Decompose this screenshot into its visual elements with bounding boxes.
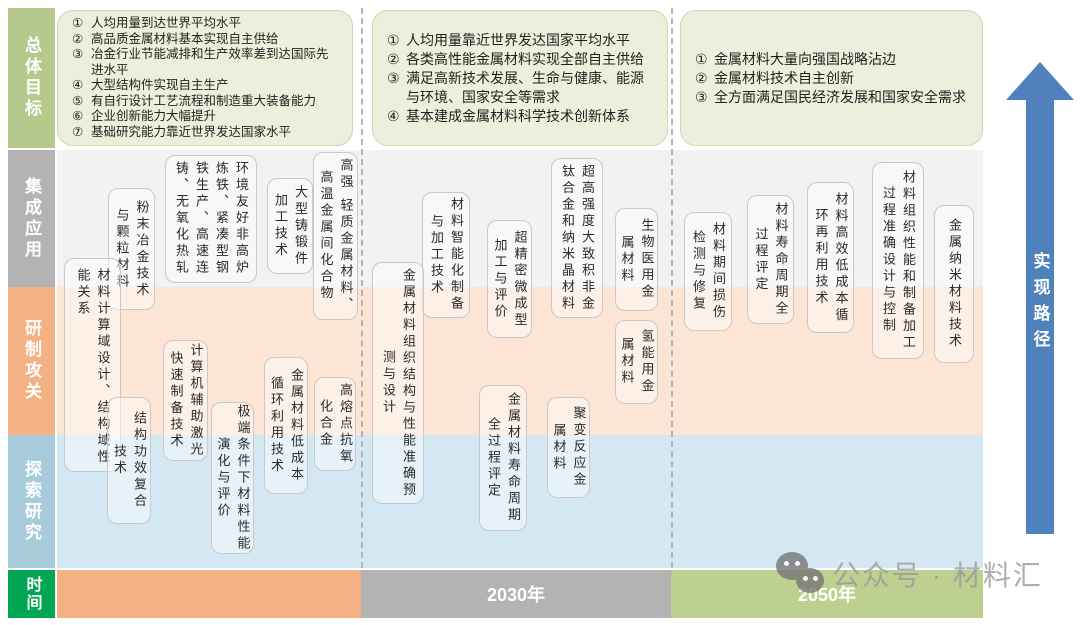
- goal-item: ① 金属材料大量向强国战略沾边: [695, 50, 896, 67]
- sidebar-label-integration: 集成应用: [22, 176, 41, 261]
- goal-box-period1: ① 人均用量到达世界平均水平 ② 高品质金属材料基本实现自主供给 ③ 冶金行业节能减排…: [57, 10, 353, 146]
- tech-box-intelligent-processing: 材料智能化制备 与加工技术: [422, 192, 470, 318]
- watermark-text: 公众号 · 材料汇: [832, 560, 1043, 591]
- sidebar-label-overall-goal: 总体目标: [22, 36, 41, 120]
- tech-box-biomedical-metal: 生物医用金 属材料: [615, 208, 658, 311]
- goal-item: ⑥ 企业创新能力大幅提升: [72, 109, 217, 123]
- tech-box-computer-aided-laser: 计算机辅助激光 快速制备技术: [163, 340, 208, 461]
- tech-box-fusion-metal: 聚变反应金 属材料: [547, 397, 590, 498]
- goal-item: ③ 冶金行业节能减排和生产效率差到达国际先进水平: [72, 47, 329, 77]
- tech-box-hydrogen-metal: 氢能用金 属材料: [615, 320, 658, 404]
- up-arrow-icon: [1006, 62, 1074, 534]
- tech-box-damage-detection-repair: 材料期间损伤 检测与修复: [684, 212, 732, 331]
- sidebar-label-exploration: 探索研究: [22, 459, 41, 544]
- tech-box-green-steelmaking: 环境友好非高炉 炼铁、紧凑型钢 铁生产、高速连 铸、无氧化热轧: [165, 155, 257, 283]
- timeline-segment-now: [57, 570, 361, 618]
- sidebar-cell-development: 研制攻关: [8, 287, 55, 435]
- goal-item: ④ 基本建成金属材料科学技术创新体系: [387, 107, 630, 124]
- sidebar-label-time: 时间: [23, 576, 41, 612]
- timeline-segment-2050: 2050年: [671, 570, 983, 618]
- goal-box-period3: ① 金属材料大量向强国战略沾边 ② 金属材料技术自主创新 ③ 全方面满足国民经济发展和…: [680, 10, 983, 146]
- goal-box-period2: ① 人均用量靠近世界发达国家平均水平 ② 各类高性能金属材料实现全部自主供给 ③ 满足…: [372, 10, 668, 146]
- path-label-text: 实现路径: [1030, 252, 1050, 356]
- watermark: 公众号 · 材料汇: [776, 550, 1043, 598]
- goal-item: ⑦ 基础研究能力靠近世界发达国家水平: [72, 124, 292, 139]
- tech-box-structure-function-composite: 结构功效复合 技术: [107, 397, 151, 524]
- timeline-segment-2030: 2030年: [361, 570, 671, 618]
- tech-box-accurate-design-control: 材料组织性能和制备加工 过程准确设计与控制: [872, 162, 924, 359]
- tech-box-high-strength-lightweight: 高强 轻质金属材料、 高温金属间化合物: [313, 152, 358, 320]
- tech-box-lifecycle-evaluation: 金属材料寿命周期 全过程评定: [479, 385, 527, 531]
- tech-box-large-castings: 大型铸锻件 加工技术: [267, 178, 313, 274]
- goal-item: ② 高品质金属材料基本实现自主供给: [72, 31, 279, 46]
- band-integration: [57, 150, 983, 287]
- goal-item: ④ 大型结构件实现自主生产: [72, 78, 229, 92]
- sidebar-cell-exploration: 探索研究: [8, 435, 55, 568]
- sidebar-cell-overall-goal: 总体目标: [8, 8, 55, 148]
- tech-box-high-melting-alloy: 高熔点抗氧 化合金: [314, 377, 356, 471]
- goal-item: ⑤ 有自行设计工艺流程和制造重大装备能力: [72, 93, 317, 108]
- goal-item: ③ 满足高新技术发展、生命与健康、能源与环境、国家安全等需求: [387, 69, 644, 105]
- sidebar-cell-integration: 集成应用: [8, 150, 55, 287]
- tech-box-metal-nano: 金属纳米材料技术: [934, 205, 974, 363]
- goal-item: ③ 全方面满足国民经济发展和国家安全需求: [695, 88, 966, 105]
- tech-box-precision-microforming: 超精密微成型 加工与评价: [487, 220, 532, 338]
- tech-box-material-lifecycle: 材料寿命周期全 过程评定: [747, 195, 794, 324]
- tech-box-efficient-recycling: 材料高效低成本循 环再利用技术: [807, 182, 854, 333]
- goal-item: ① 人均用量靠近世界发达国家平均水平: [387, 31, 630, 48]
- goal-item: ① 人均用量到达世界平均水平: [72, 16, 242, 30]
- path-label: 实现路径: [1023, 252, 1057, 361]
- dashed-divider-2050: [671, 8, 673, 568]
- goal-item: ② 各类高性能金属材料实现全部自主供给: [387, 50, 644, 67]
- tech-box-microstructure-prediction: 金属材料组织结构与性能准确预 测与设计: [372, 262, 424, 504]
- dashed-divider-2030: [361, 8, 363, 568]
- tech-box-material-computation: 材料计算域设计、结构域性 能关系: [64, 258, 121, 472]
- tech-box-ultra-high-strength: 超高强度大致积非金 钛合金和纳米晶材料: [551, 158, 603, 318]
- sidebar-label-development: 研制攻关: [22, 319, 41, 403]
- tech-box-extreme-condition-evaluation: 极端条件下材料性能 演化与评价: [211, 402, 254, 554]
- goal-item: ② 金属材料技术自主创新: [695, 69, 854, 86]
- tech-box-powder-metallurgy: 粉末冶金技术 与颗粒材料: [108, 188, 155, 310]
- wechat-icon: [776, 550, 832, 598]
- sidebar-cell-time: 时间: [8, 570, 55, 618]
- tech-box-low-cost-recycling: 金属材料低成本 循环利用技术: [264, 357, 308, 494]
